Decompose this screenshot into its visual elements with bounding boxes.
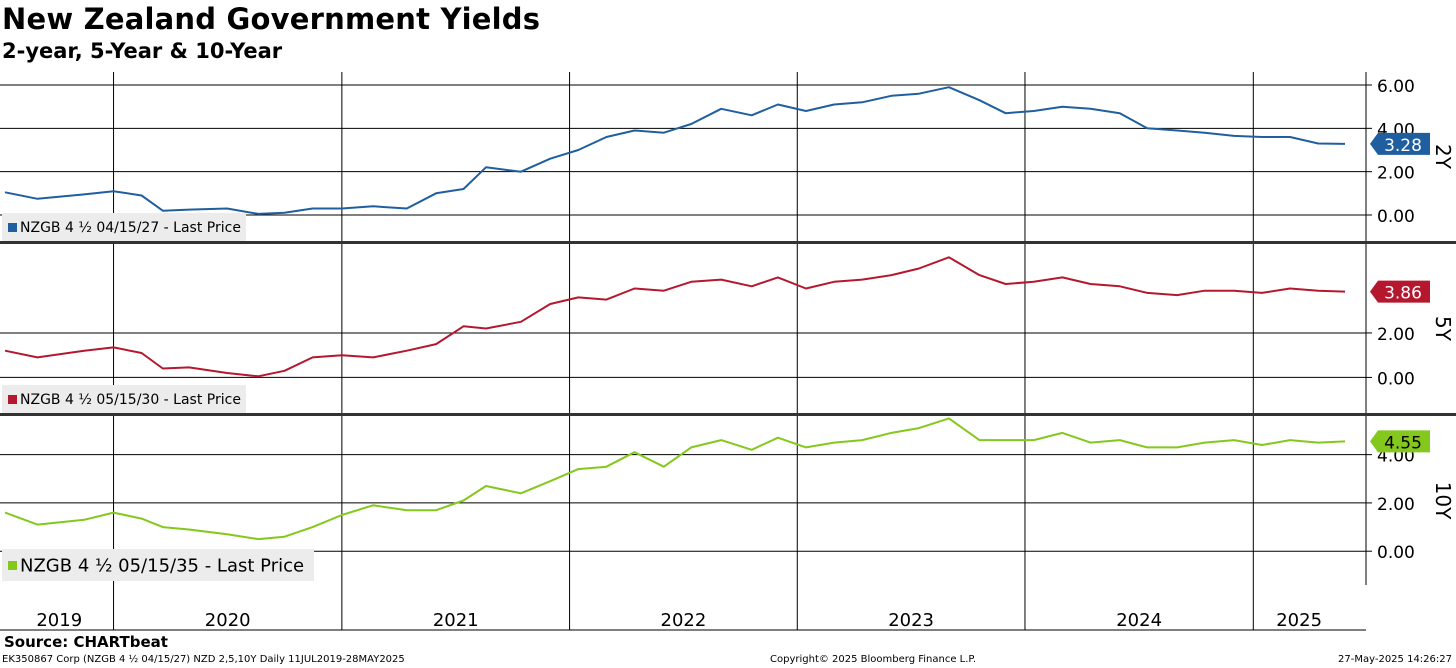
- legend-label-10Y: NZGB 4 ½ 05/15/35 - Last Price: [20, 555, 304, 576]
- x-tick-label-2021: 2021: [433, 610, 479, 631]
- last-value-label-10Y: 4.55: [1384, 433, 1422, 453]
- footer-copyright: Copyright© 2025 Bloomberg Finance L.P.: [770, 654, 977, 665]
- panel-label-10Y: 10Y: [1431, 482, 1455, 520]
- panel-label-2Y: 2Y: [1431, 144, 1455, 170]
- last-value-tag-5Y: [1370, 280, 1430, 303]
- last-value-label-5Y: 3.86: [1384, 284, 1422, 304]
- footer-timestamp: 27-May-2025 14:26:27: [1338, 654, 1452, 665]
- legend-label-2Y: NZGB 4 ½ 04/15/27 - Last Price: [20, 220, 241, 236]
- series-line-5Y: [4, 256, 1346, 378]
- legend-swatch-5Y: [8, 395, 17, 404]
- x-tick-label-2025: 2025: [1276, 610, 1322, 631]
- y-tick-label-2Y-6: 6.00: [1377, 77, 1415, 97]
- y-tick-label-2Y-0: 0.00: [1377, 207, 1415, 227]
- footer-ticker-info: EK350867 Corp (NZGB 4 ½ 04/15/27) NZD 2,…: [2, 654, 405, 665]
- y-tick-label-5Y-2: 2.00: [1377, 325, 1415, 345]
- legend-box-2Y: [2, 213, 246, 241]
- x-tick-label-2024: 2024: [1116, 610, 1162, 631]
- legend-swatch-10Y: [8, 561, 17, 570]
- last-value-tag-2Y: [1370, 132, 1430, 155]
- x-tick-label-2019: 2019: [36, 610, 82, 631]
- legend-box-5Y: [2, 385, 246, 413]
- y-tick-label-10Y-0: 0.00: [1377, 543, 1415, 563]
- legend-label-5Y: NZGB 4 ½ 05/15/30 - Last Price: [20, 392, 241, 408]
- legend-box-10Y: [2, 549, 314, 581]
- series-line-2Y: [4, 86, 1346, 215]
- chart-title: New Zealand Government Yields: [2, 2, 541, 36]
- panel-5Y: 0.00 2.00 3.86 5Y NZGB 4 ½ 05/15/30 - Last P…: [0, 244, 1455, 413]
- y-tick-label-5Y-0: 0.00: [1377, 369, 1415, 389]
- x-tick-label-2022: 2022: [661, 610, 707, 631]
- source-note: Source: CHARTbeat: [4, 633, 168, 651]
- x-tick-label-2020: 2020: [205, 610, 251, 631]
- chart-subtitle: 2-year, 5-Year & 10-Year: [2, 39, 283, 63]
- y-tick-label-2Y-2: 2.00: [1377, 164, 1415, 184]
- legend-swatch-2Y: [8, 223, 17, 232]
- panel-label-5Y: 5Y: [1431, 316, 1455, 342]
- x-tick-label-2023: 2023: [888, 610, 934, 631]
- y-tick-label-10Y-2: 2.00: [1377, 495, 1415, 515]
- last-value-tag-10Y: [1370, 430, 1430, 453]
- series-line-10Y: [4, 417, 1346, 541]
- last-value-label-2Y: 3.28: [1384, 136, 1422, 156]
